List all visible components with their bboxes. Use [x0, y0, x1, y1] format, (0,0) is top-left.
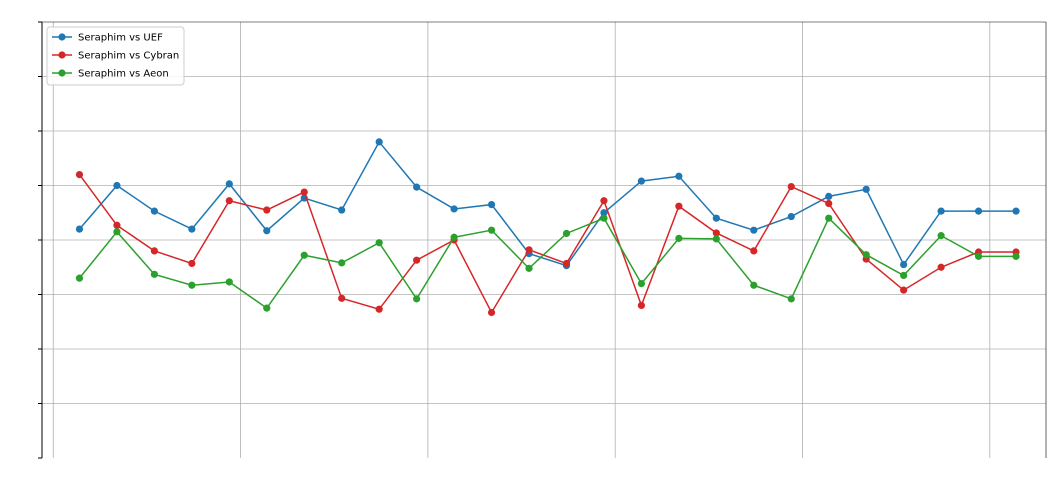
data-point	[862, 251, 870, 259]
data-point	[487, 226, 496, 234]
data-point	[300, 251, 308, 259]
data-point	[750, 226, 758, 234]
legend: Seraphim vs UEF Seraphim vs Cybran Seraphi…	[46, 26, 185, 86]
series-line-1	[78, 140, 1017, 267]
data-point	[150, 207, 158, 215]
data-point	[1012, 252, 1020, 260]
data-point	[263, 206, 271, 214]
legend-label: Seraphim vs Aeon	[78, 69, 169, 80]
data-point	[300, 188, 308, 196]
data-point	[862, 185, 870, 193]
data-point	[188, 225, 196, 233]
data-point	[75, 171, 84, 179]
data-point	[712, 229, 720, 237]
data-point	[937, 232, 945, 240]
data-point	[750, 281, 758, 289]
data-point	[787, 295, 795, 303]
axes	[38, 21, 1047, 459]
legend-label: Seraphim vs Cybran	[78, 51, 179, 62]
data-point	[825, 199, 833, 208]
data-point	[900, 260, 908, 269]
data-point	[637, 280, 646, 288]
data-point	[150, 247, 158, 255]
legend-box	[46, 26, 185, 86]
legend-marker	[58, 51, 66, 59]
data-point	[1012, 207, 1020, 215]
data-point	[263, 227, 271, 235]
legend-marker	[58, 69, 66, 77]
plot-area	[75, 138, 1020, 317]
series-line-3	[78, 216, 1017, 310]
data-point	[974, 207, 983, 215]
data-point	[263, 304, 271, 312]
data-point	[225, 180, 233, 188]
data-point	[937, 263, 945, 271]
data-point	[338, 206, 346, 214]
data-point	[487, 308, 496, 317]
data-point	[113, 228, 121, 236]
data-point	[637, 177, 646, 185]
data-point	[675, 202, 683, 210]
data-point	[562, 229, 571, 238]
data-point	[225, 278, 233, 286]
data-point	[188, 259, 196, 268]
data-point	[787, 182, 795, 191]
data-point	[113, 221, 121, 229]
series-line-2	[78, 174, 1017, 315]
data-point	[450, 205, 458, 213]
legend-label: Seraphim vs UEF	[78, 33, 163, 44]
data-point	[712, 214, 720, 222]
data-point	[712, 235, 720, 243]
data-point	[600, 209, 608, 217]
data-point	[188, 281, 196, 289]
grid	[42, 22, 1046, 458]
data-point	[600, 214, 608, 222]
data-point	[525, 264, 533, 272]
data-point	[487, 200, 496, 209]
data-point	[937, 207, 945, 215]
data-point	[825, 214, 833, 222]
data-point	[413, 256, 421, 264]
data-point	[225, 197, 233, 205]
data-point	[974, 252, 983, 260]
data-point	[750, 247, 758, 255]
data-point	[562, 259, 571, 268]
data-point	[525, 246, 533, 254]
data-point	[413, 183, 421, 191]
data-point	[825, 192, 833, 200]
data-point	[413, 295, 421, 303]
data-point	[675, 234, 683, 242]
data-point	[787, 212, 795, 221]
data-point	[637, 301, 646, 309]
data-point	[600, 197, 608, 205]
data-point	[150, 270, 158, 278]
data-point	[338, 294, 346, 302]
data-point	[450, 233, 458, 241]
data-point	[900, 271, 908, 280]
legend-marker	[58, 33, 66, 41]
data-point	[375, 305, 383, 313]
data-point	[375, 239, 383, 247]
data-point	[113, 181, 121, 190]
data-point	[375, 138, 383, 146]
data-point	[900, 286, 908, 294]
data-point	[338, 259, 346, 267]
data-point	[75, 225, 84, 233]
data-point	[75, 274, 84, 282]
data-point	[675, 172, 683, 180]
